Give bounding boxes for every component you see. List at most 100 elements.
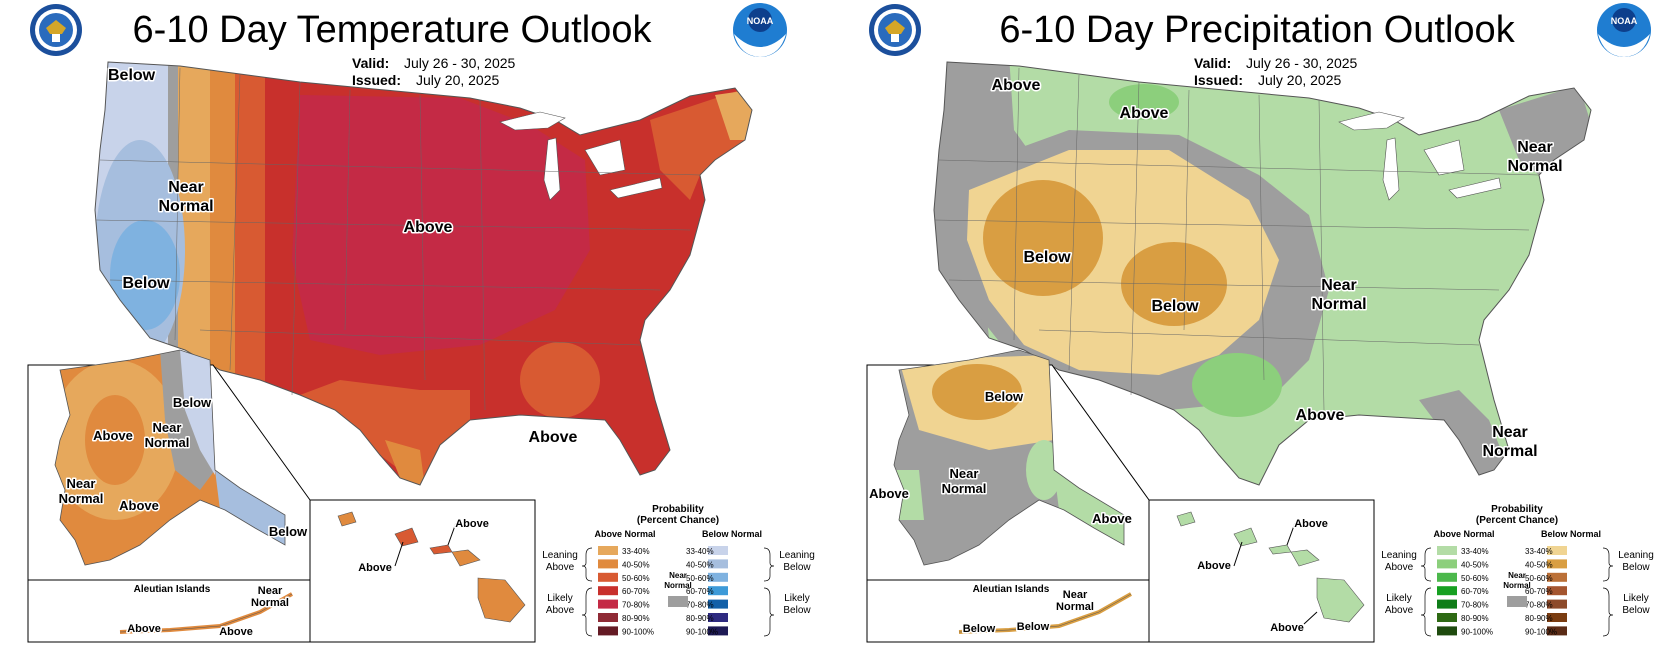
legend-title-2: (Percent Chance) xyxy=(1476,515,1558,526)
great-lakes xyxy=(1338,111,1502,201)
legend-above-swatch-0 xyxy=(598,546,618,555)
label-below-center: Below xyxy=(1151,298,1199,315)
aleutian-title: Aleutian Islands xyxy=(134,584,211,595)
legend-above-range-2: 50-60% xyxy=(1461,574,1489,583)
valid-label: Valid: xyxy=(352,55,389,71)
legend-below-swatch-3 xyxy=(708,586,728,596)
commerce-seal-icon xyxy=(869,4,921,56)
legend-above-range-0: 33-40% xyxy=(1461,547,1489,556)
legend-likely-below: Likely Below xyxy=(1622,593,1650,616)
temperature-outlook-map: 6-10 Day Temperature Outlook NOAA Valid:… xyxy=(27,3,815,643)
legend-above-range-1: 40-50% xyxy=(622,560,650,569)
legend-below-swatch-2 xyxy=(1547,572,1567,582)
legend-below-range-2: 50-60% xyxy=(686,574,714,583)
legend-below-swatch-4 xyxy=(708,599,728,609)
legend-below-swatch-6 xyxy=(1547,626,1567,636)
legend-above-range-6: 90-100% xyxy=(1461,627,1493,636)
ak-label-above-west: Above xyxy=(93,428,133,443)
legend-above-swatch-5 xyxy=(1437,613,1457,622)
legend-above-swatch-2 xyxy=(598,572,618,582)
legend-title-2: (Percent Chance) xyxy=(637,515,719,526)
legend-above-range-1: 40-50% xyxy=(1461,560,1489,569)
legend-above-swatch-1 xyxy=(1437,559,1457,569)
legend-above-swatch-6 xyxy=(598,626,618,636)
valid-label: Valid: xyxy=(1194,55,1231,71)
hi-label-above-w: Above xyxy=(1197,560,1231,572)
legend-near-normal-swatch xyxy=(1507,596,1527,607)
aleutian-above-2: Above xyxy=(219,626,253,638)
issued-value: July 20, 2025 xyxy=(416,72,499,88)
svg-text:NOAA: NOAA xyxy=(747,16,774,26)
aleutian-title: Aleutian Islands xyxy=(973,584,1050,595)
ak-label-above-west: Above xyxy=(869,486,909,501)
state-lines xyxy=(95,67,701,411)
label-near-normal-mid: Near Normal xyxy=(1311,277,1366,313)
legend-below-range-6: 90-100% xyxy=(1525,627,1557,636)
legend-below-swatch-3 xyxy=(1547,586,1567,596)
label-below-ca: Below xyxy=(122,275,170,292)
precipitation-outlook-map: 6-10 Day Precipitation Outlook NOAA Vali… xyxy=(866,3,1654,643)
great-lakes xyxy=(499,111,663,201)
legend-title-1: Probability xyxy=(1491,504,1543,515)
hi-label-above-sw: Above xyxy=(358,562,392,574)
legend-left-header: Above Normal xyxy=(1433,529,1494,539)
legend-below-swatch-4 xyxy=(1547,599,1567,609)
legend-below-range-5: 80-90% xyxy=(1525,614,1553,623)
legend-leaning-below: Leaning Below xyxy=(1618,550,1654,573)
label-below-west: Below xyxy=(1023,249,1071,266)
legend-below-range-0: 33-40% xyxy=(1525,547,1553,556)
state-lines xyxy=(934,67,1540,411)
label-below-nw: Below xyxy=(108,67,156,84)
aleutian-near-normal: Near Normal xyxy=(1056,589,1094,613)
aleutian-below-2: Below xyxy=(1017,621,1050,633)
label-near-normal-ne: Near Normal xyxy=(1507,139,1562,175)
temperature-title: 6-10 Day Temperature Outlook xyxy=(133,9,653,51)
issued-label: Issued: xyxy=(1194,72,1243,88)
legend-right-header: Below Normal xyxy=(1541,529,1601,539)
ak-label-below: Below xyxy=(173,395,212,410)
legend-below-range-3: 60-70% xyxy=(1525,587,1553,596)
hi-label-above-s: Above xyxy=(1270,622,1304,634)
legend-near-normal-label: Near Normal xyxy=(664,571,692,590)
legend-above-range-4: 70-80% xyxy=(622,601,650,610)
legend-below-range-0: 33-40% xyxy=(686,547,714,556)
ak-label-below-se: Below xyxy=(269,524,308,539)
conus-precipitation-regions xyxy=(934,62,1591,485)
issued-value: July 20, 2025 xyxy=(1258,72,1341,88)
legend-above-swatch-0 xyxy=(1437,546,1457,555)
ak-label-above-south: Above xyxy=(119,498,159,513)
noaa-logo-icon: NOAA xyxy=(1597,3,1651,57)
ak-label-above-se: Above xyxy=(1092,511,1132,526)
legend-right-header: Below Normal xyxy=(702,529,762,539)
legend-near-normal-label: Near Normal xyxy=(1503,571,1531,590)
legend-below-range-3: 60-70% xyxy=(686,587,714,596)
legend-likely-below: Likely Below xyxy=(783,593,811,616)
label-above-north: Above xyxy=(1120,105,1169,122)
label-above-nw: Above xyxy=(992,77,1041,94)
legend-below-range-1: 40-50% xyxy=(1525,560,1553,569)
legend-below-swatch-6 xyxy=(708,626,728,636)
legend-above-range-3: 60-70% xyxy=(622,587,650,596)
legend-above-range-0: 33-40% xyxy=(622,547,650,556)
label-above-main: Above xyxy=(404,219,453,236)
legend-below-swatch-5 xyxy=(708,613,728,622)
legend-likely-above: Likely Above xyxy=(1385,593,1414,616)
label-above-tx: Above xyxy=(1296,407,1345,424)
legend-above-range-5: 80-90% xyxy=(622,614,650,623)
legend-above-range-4: 70-80% xyxy=(1461,601,1489,610)
legend-below-swatch-0 xyxy=(1547,546,1567,555)
commerce-seal-icon xyxy=(30,4,82,56)
valid-value: July 26 - 30, 2025 xyxy=(404,55,516,71)
legend-below-swatch-2 xyxy=(708,572,728,582)
legend-below-range-6: 90-100% xyxy=(686,627,718,636)
issued-label: Issued: xyxy=(352,72,401,88)
legend-leaning-above: Leaning Above xyxy=(542,550,578,573)
legend-below-range-1: 40-50% xyxy=(686,560,714,569)
legend-likely-above: Likely Above xyxy=(546,593,575,616)
valid-value: July 26 - 30, 2025 xyxy=(1246,55,1358,71)
label-near-normal: Near Normal xyxy=(158,179,213,215)
legend-above-swatch-6 xyxy=(1437,626,1457,636)
legend-below-swatch-1 xyxy=(708,559,728,569)
legend-above-swatch-1 xyxy=(598,559,618,569)
legend-below-range-4: 70-80% xyxy=(686,601,714,610)
